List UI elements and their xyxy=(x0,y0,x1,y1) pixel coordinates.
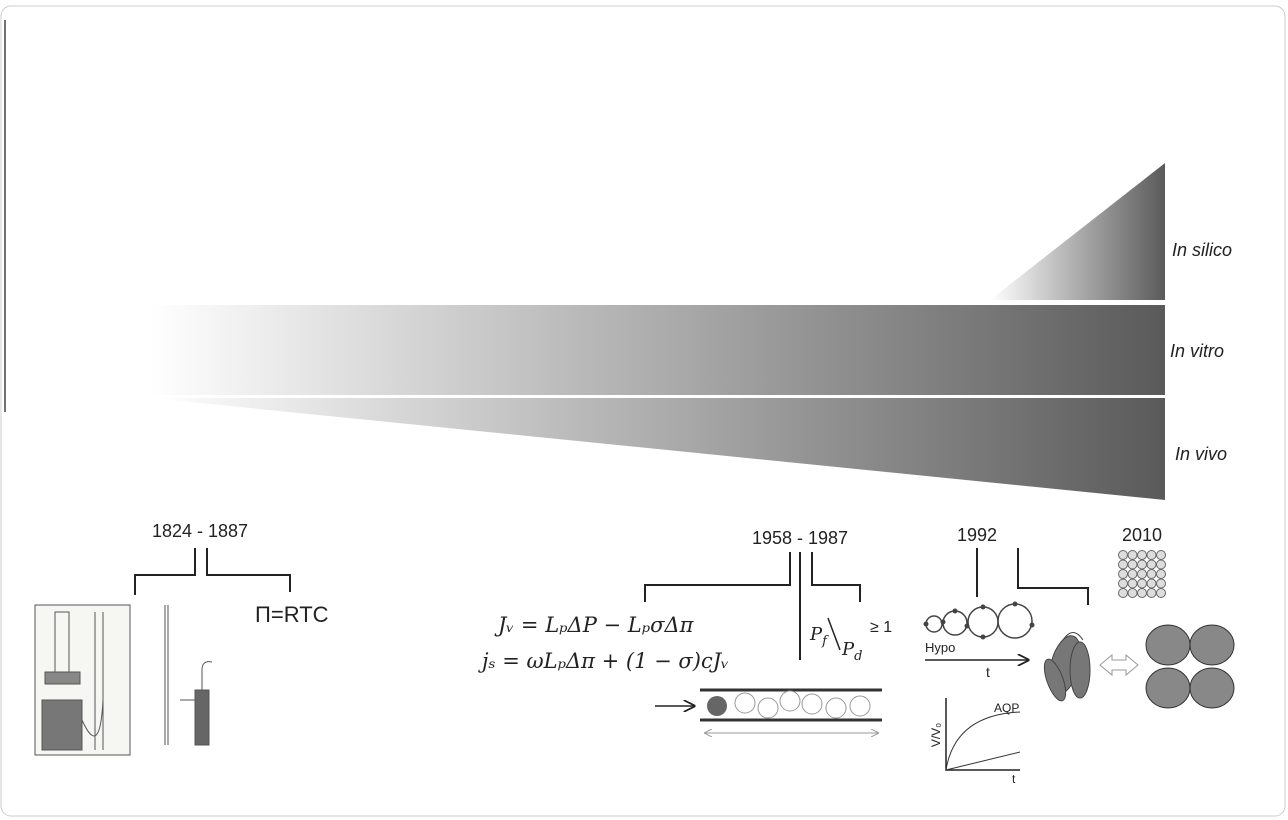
apparatus xyxy=(34,604,213,756)
vitro-band xyxy=(150,305,1165,395)
ratio: Pf xyxy=(809,624,829,649)
frame xyxy=(0,5,1286,817)
hypo-label: Hypo xyxy=(925,640,955,655)
lattice-dot xyxy=(1137,569,1147,579)
lattice-dot xyxy=(1156,588,1166,598)
lattice-dot xyxy=(1146,559,1157,570)
lattice-dot xyxy=(1146,569,1157,579)
lattice-dot xyxy=(1156,559,1166,570)
graph-axis-label: V/V₀ xyxy=(929,723,943,747)
lattice-dot xyxy=(1127,550,1138,560)
period-label: 1992 xyxy=(957,525,997,545)
tube xyxy=(655,688,882,733)
lattice-dot xyxy=(1146,550,1157,560)
bracket xyxy=(976,548,1089,605)
lattice-dot xyxy=(1156,569,1166,579)
period-label: 1824 - 1887 xyxy=(152,521,248,541)
period-label: 2010 xyxy=(1122,525,1162,545)
ratio-relation: ≥ 1 xyxy=(870,619,892,636)
lattice-dot xyxy=(1118,559,1128,570)
band-label: In vitro xyxy=(1170,341,1224,361)
lattice-dot xyxy=(1127,569,1138,579)
lattice-dot xyxy=(1156,578,1166,589)
lattice-dot xyxy=(1137,588,1147,598)
vivo-band xyxy=(150,398,1165,500)
ratio-part: d xyxy=(854,649,862,664)
protein xyxy=(1043,632,1091,702)
ratio-part: f xyxy=(821,634,829,649)
graph-axis-label: t xyxy=(1012,772,1016,786)
ratio-part: P xyxy=(841,639,855,660)
bracket xyxy=(134,548,291,595)
band-label: In silico xyxy=(1172,240,1232,260)
lattice-dot xyxy=(1118,550,1128,560)
lattice-dot xyxy=(1156,550,1166,560)
lattice xyxy=(1118,550,1166,598)
ratio-slash xyxy=(827,617,841,651)
period-label: 1958 - 1987 xyxy=(752,528,848,548)
time-label: t xyxy=(986,664,990,680)
lattice-dot xyxy=(1146,578,1157,589)
lattice-dot xyxy=(1137,559,1147,570)
lattice-dot xyxy=(1146,588,1157,598)
cells xyxy=(923,601,1035,640)
lattice-dot xyxy=(1137,550,1147,560)
lattice-dot xyxy=(1137,578,1147,589)
silico-band xyxy=(990,163,1165,300)
graph-curve-label: AQP xyxy=(994,701,1019,715)
equation: Jᵥ = LₚΔP − LₚσΔπ xyxy=(494,613,695,637)
lattice-dot xyxy=(1127,559,1138,570)
equation: jₛ = ωLₚΔπ + (1 − σ)cJᵥ xyxy=(478,649,729,673)
lattice-dot xyxy=(1118,569,1128,579)
lattice-dot xyxy=(1118,588,1128,598)
lattice-dot xyxy=(1127,578,1138,589)
graph xyxy=(945,698,1021,771)
double-arrow xyxy=(1099,653,1139,677)
ratio: Pd xyxy=(841,639,862,664)
tetramer xyxy=(1145,624,1235,709)
bracket xyxy=(644,552,861,660)
lattice-dot xyxy=(1118,578,1128,589)
formula: Π=RTC xyxy=(255,602,329,627)
lattice-dot xyxy=(1127,588,1138,598)
ratio-part: P xyxy=(809,624,823,645)
band-label: In vivo xyxy=(1175,444,1227,464)
